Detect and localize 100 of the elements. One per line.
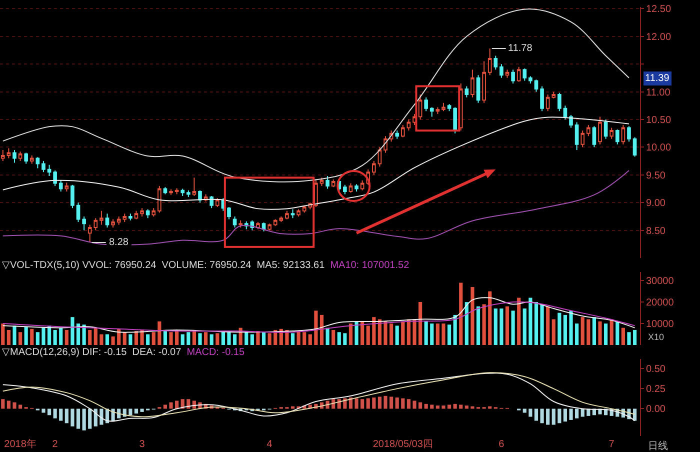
candlestick (47, 164, 52, 176)
bar (232, 334, 237, 345)
bar (302, 332, 306, 345)
bar (216, 333, 220, 345)
candlestick (140, 208, 144, 217)
candlestick (128, 213, 132, 221)
candlestick (36, 156, 40, 169)
bar (482, 304, 486, 345)
candlestick (134, 210, 138, 220)
bar (70, 408, 74, 426)
bar (378, 319, 382, 345)
y-tick-label: 0.25 (646, 384, 666, 396)
bar (418, 302, 422, 345)
bar (546, 408, 550, 425)
bar (610, 319, 614, 345)
candlestick (320, 177, 324, 186)
bar (580, 408, 584, 417)
candlestick (326, 176, 330, 190)
candlestick (198, 190, 202, 204)
candlestick (360, 180, 364, 191)
bar (505, 306, 510, 345)
bar (1, 399, 5, 409)
y-tick-label: 9.00 (646, 198, 666, 210)
candlestick (42, 160, 46, 173)
candlestick (186, 190, 190, 198)
candlestick (146, 208, 150, 219)
y-tick-label: 10000 (646, 319, 674, 330)
candlestick (540, 86, 544, 112)
candlestick (615, 128, 620, 145)
bar (268, 333, 272, 345)
bar (6, 330, 10, 345)
bar (320, 314, 324, 345)
candlestick (238, 220, 242, 228)
bar (250, 334, 254, 345)
bar (12, 326, 16, 345)
candlestick (152, 208, 156, 217)
candlestick (436, 106, 440, 114)
bar (632, 408, 637, 421)
candlestick (592, 126, 596, 148)
candlestick (632, 136, 637, 158)
bar (442, 324, 446, 345)
candlestick (470, 69, 474, 98)
candlestick (169, 188, 173, 196)
y-tick-label: 10.00 (646, 142, 672, 154)
candlestick (70, 184, 74, 209)
bar (256, 331, 260, 345)
bar (552, 319, 556, 345)
bar (563, 314, 568, 345)
bar (534, 408, 538, 421)
bar (522, 308, 526, 345)
candlestick (430, 106, 434, 118)
bar (453, 314, 457, 345)
bar (390, 396, 394, 409)
bar (424, 321, 428, 345)
text: 日线 (648, 440, 668, 452)
candlestick (406, 118, 411, 132)
bar (366, 326, 370, 345)
bar (204, 332, 208, 345)
bar (430, 324, 434, 345)
bar (575, 324, 579, 345)
text: ▽VOL-TDX(5,10) VVOL: 76950.24 VOLUME: 76950.24 MA5: 92133.61 (2, 260, 326, 271)
y-tick-label: 8.50 (646, 226, 666, 237)
candlestick (348, 182, 353, 194)
candlestick (569, 114, 573, 128)
bar (436, 324, 440, 345)
bar (158, 321, 162, 345)
bar (59, 328, 63, 345)
candlestick (158, 185, 162, 214)
candlestick (511, 69, 515, 84)
bar (372, 398, 376, 409)
bar (140, 408, 144, 412)
annotation: 11.78 (508, 43, 533, 54)
candlestick (105, 213, 110, 228)
bar (140, 330, 144, 345)
bar (186, 332, 190, 345)
bar (406, 399, 410, 409)
bar (262, 332, 266, 345)
candlestick (453, 106, 457, 134)
bar (47, 408, 52, 416)
candlestick (343, 184, 347, 195)
candlestick (558, 92, 562, 112)
bar (175, 400, 179, 409)
bar (378, 396, 382, 409)
bar (134, 408, 138, 414)
bar (586, 319, 590, 345)
bar (296, 331, 300, 345)
text: 11.39 (645, 73, 670, 84)
candlestick (516, 66, 521, 82)
bar (105, 334, 110, 345)
bar (476, 306, 480, 345)
bar (128, 408, 132, 416)
bar (418, 402, 422, 409)
candlestick (6, 148, 11, 159)
candlestick (598, 116, 602, 145)
bar (528, 298, 532, 345)
y-tick-label: 12.50 (646, 4, 672, 16)
bar (169, 332, 173, 345)
bar (152, 332, 156, 345)
bar (511, 310, 515, 345)
bar (360, 321, 364, 345)
